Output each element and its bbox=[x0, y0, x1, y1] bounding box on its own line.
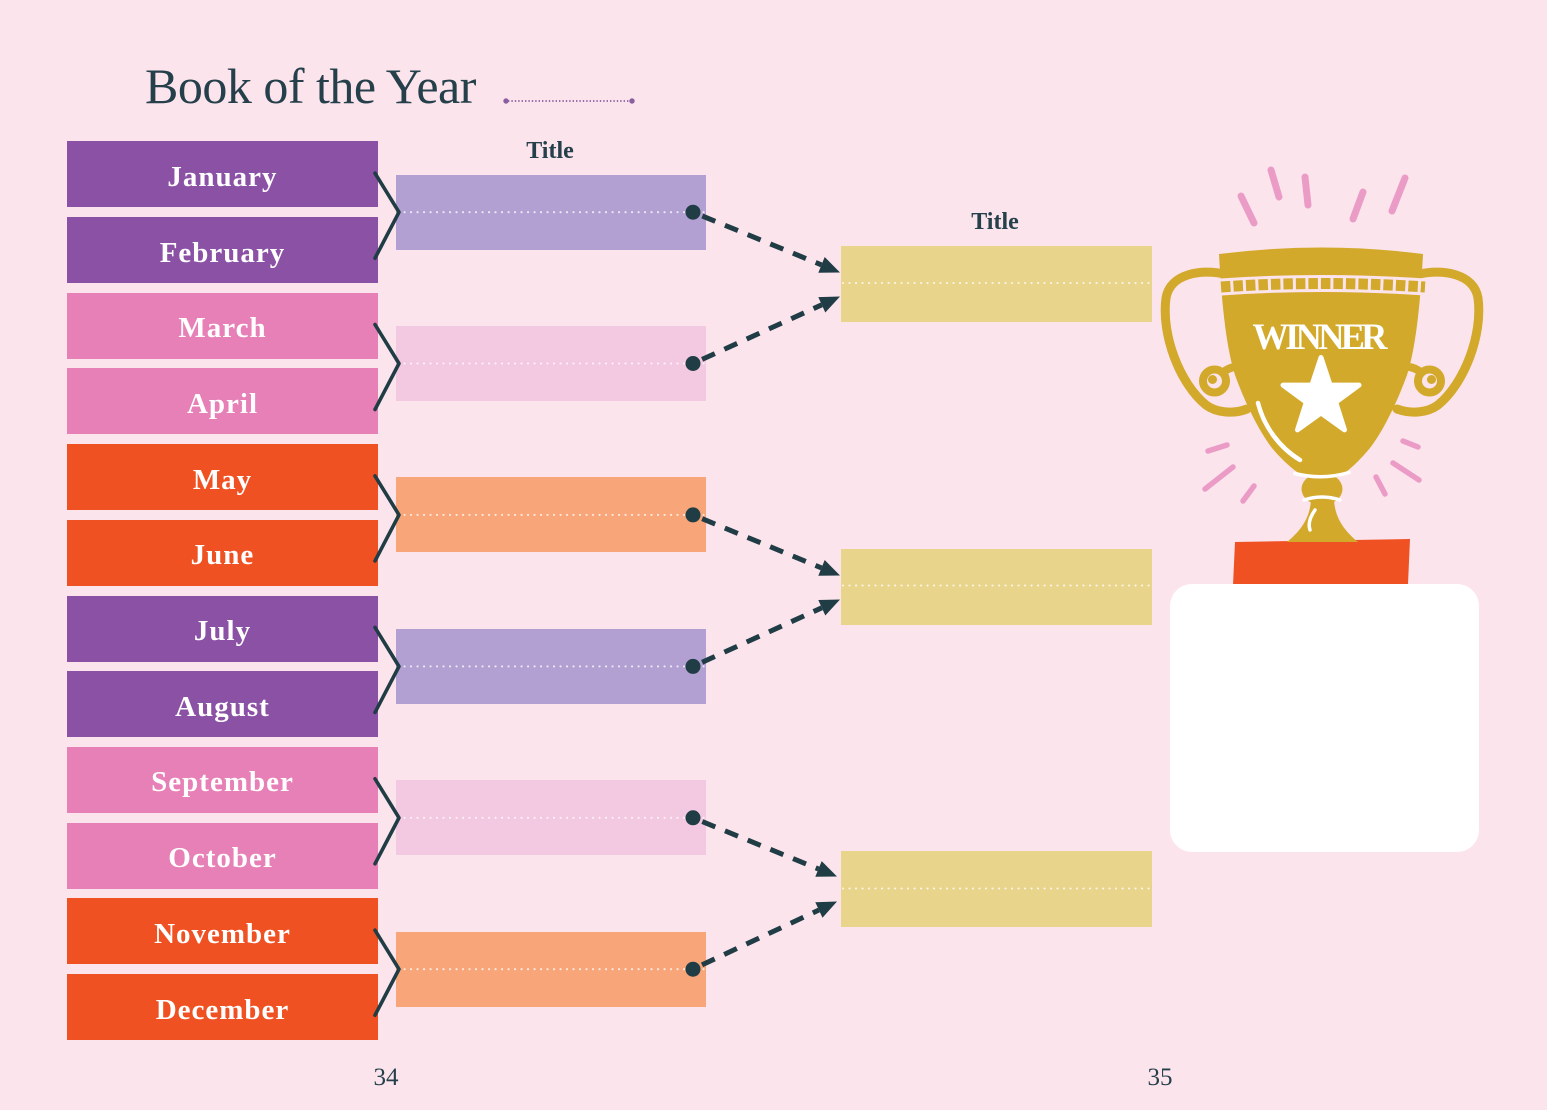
svg-text:WINNER: WINNER bbox=[1253, 316, 1389, 357]
